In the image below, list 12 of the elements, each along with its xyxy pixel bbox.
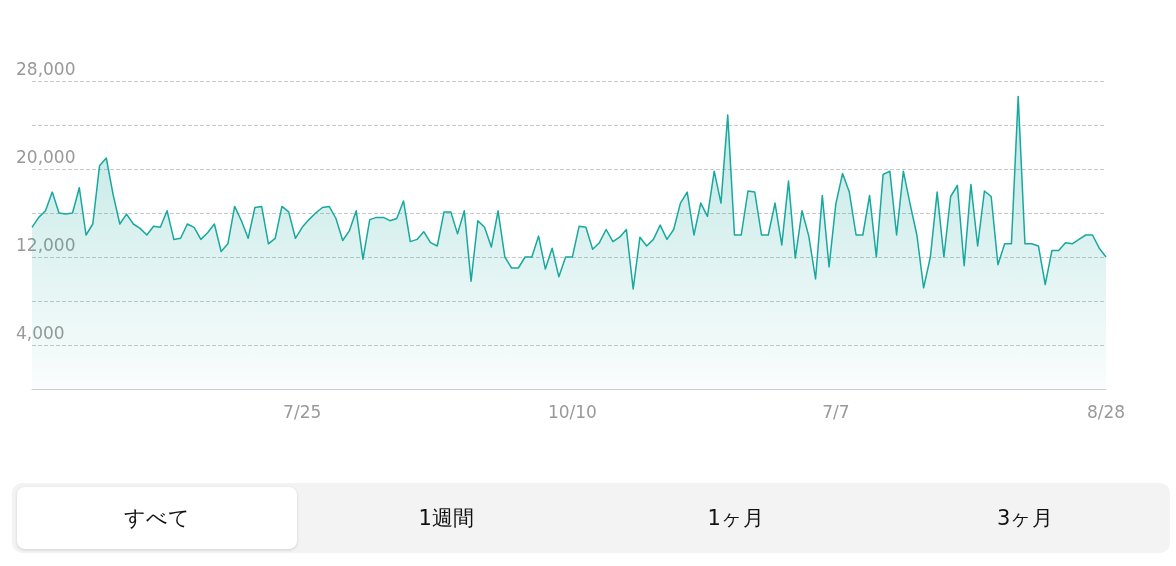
x-tick-label: 7/7 xyxy=(822,401,850,422)
text: 1週間 xyxy=(417,505,475,532)
text: すべて xyxy=(17,487,297,549)
x-tick-label: 10/10 xyxy=(547,401,597,422)
x-tick-label: 7/25 xyxy=(283,401,322,422)
y-tick-label: 20,000 xyxy=(16,146,76,167)
y-tick-label: 28,000 xyxy=(16,58,76,79)
text: 3ヶ月 xyxy=(996,505,1055,532)
x-tick-label: 8/28 xyxy=(1086,401,1126,422)
y-tick-label: 12,000 xyxy=(16,234,76,255)
y-tick-label: 4,000 xyxy=(16,322,65,343)
text: 1ヶ月 xyxy=(706,505,765,532)
